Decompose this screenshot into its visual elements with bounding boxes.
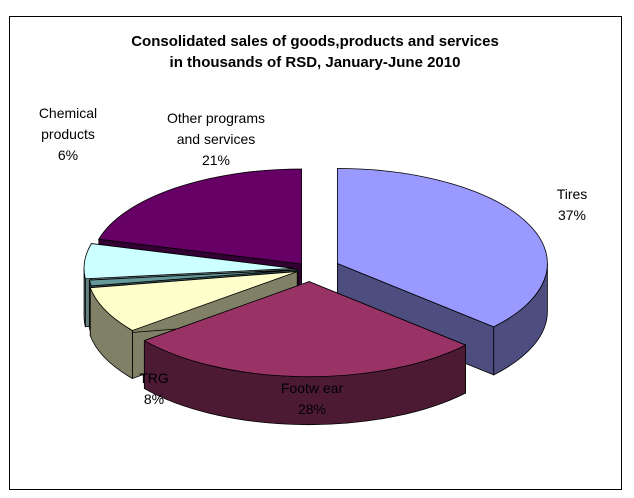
chart-title-line-2: in thousands of RSD, January-June 2010 (170, 54, 461, 71)
slice-label-tires-line-1: Tires (557, 186, 588, 202)
chart-frame: Consolidated sales of goods,products and… (9, 16, 622, 490)
pie-chart: Consolidated sales of goods,products and… (39, 33, 587, 426)
slice-label-trg-line-2: 8% (144, 391, 164, 407)
slice-label-chemical-products-line-3: 6% (58, 147, 78, 163)
pie-slice-trg (89, 271, 298, 331)
slice-label-trg-line-1: TRG (139, 370, 169, 386)
pie-slice-other-programs-and-services (98, 168, 302, 265)
pie-labels: Tires 37% Footw ear 28% TRG 8% Chemical product… (39, 105, 587, 417)
chart-title: Consolidated sales of goods,products and… (131, 33, 499, 71)
slice-label-tires-line-2: 37% (558, 207, 586, 223)
slice-label-chemical-products-line-1: Chemical (39, 105, 97, 121)
slice-label-chemical-products-line-2: products (41, 126, 95, 142)
slice-label-other-programs-and-services-line-2: and services (177, 131, 256, 147)
pie-slice-unlabeled (88, 269, 299, 287)
slice-label-other-programs-and-services-line-1: Other programs (167, 110, 265, 126)
slice-label-other-programs-and-services-line-3: 21% (202, 152, 230, 168)
pie-slice-chemical-products (83, 243, 295, 280)
pie-slices (83, 168, 548, 426)
chart-title-line-1: Consolidated sales of goods,products and… (131, 33, 499, 50)
slice-label-footw-ear-line-2: 28% (298, 401, 326, 417)
pie-slice-footw-ear (143, 281, 467, 378)
slice-label-footw-ear-line-1: Footw ear (281, 380, 344, 396)
pie-slice-tires (336, 168, 548, 328)
